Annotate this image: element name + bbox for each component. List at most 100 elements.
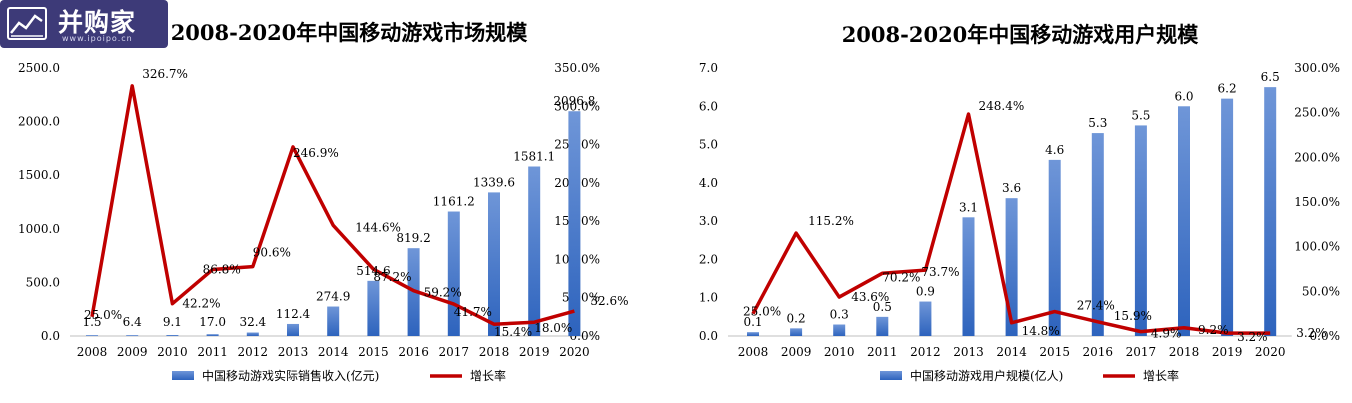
x-tick-label: 2014 <box>996 345 1027 359</box>
growth-rate-label: 4.9% <box>1151 327 1182 341</box>
growth-rate-label: 9.2% <box>1198 323 1229 337</box>
x-tick-label: 2015 <box>358 345 389 359</box>
bar-value-label: 3.6 <box>1002 181 1021 195</box>
x-tick-label: 2012 <box>238 345 269 359</box>
bar-value-label: 2096.8 <box>553 94 595 108</box>
growth-rate-label: 41.7% <box>454 305 492 319</box>
y-right-tick-label: 300.0% <box>1294 61 1340 75</box>
x-tick-label: 2017 <box>1126 345 1157 359</box>
bar-2016 <box>1091 133 1104 336</box>
y-left-tick-label: 2.0 <box>699 252 718 266</box>
bar-2012 <box>919 301 932 336</box>
x-tick-label: 2016 <box>398 345 429 359</box>
y-right-tick-label: 50.0% <box>1302 284 1340 298</box>
x-tick-label: 2015 <box>1039 345 1070 359</box>
y-left-tick-label: 4.0 <box>699 176 718 190</box>
growth-rate-label: 18.0% <box>534 321 572 335</box>
bar-2015 <box>367 280 380 336</box>
y-right-tick-label: 0.0% <box>1310 329 1341 343</box>
legend-bar-swatch <box>172 371 194 380</box>
x-tick-label: 2010 <box>157 345 188 359</box>
x-tick-label: 2020 <box>559 345 590 359</box>
growth-rate-label: 3.2% <box>1296 326 1327 340</box>
bar-value-label: 5.5 <box>1131 108 1150 122</box>
legend-bar-swatch <box>880 371 902 380</box>
chart-title: 2008-2020年中国移动游戏市场规模 <box>171 20 529 45</box>
bar-2011 <box>876 316 889 336</box>
x-tick-label: 2013 <box>953 345 984 359</box>
growth-rate-label: 90.6% <box>253 246 291 260</box>
growth-rate-label: 73.7% <box>921 265 959 279</box>
growth-rate-label: 86.8% <box>203 263 241 277</box>
bar-2019 <box>1221 98 1234 336</box>
legend-bar-label: 中国移动游戏用户规模(亿人) <box>910 368 1063 383</box>
bar-2009 <box>790 328 803 336</box>
x-tick-label: 2011 <box>197 345 228 359</box>
y-right-tick-label: 100.0% <box>1294 240 1340 254</box>
bar-value-label: 819.2 <box>396 231 430 245</box>
growth-rate-label: 326.7% <box>142 67 188 81</box>
bar-2008 <box>86 335 98 336</box>
y-right-tick-label: 150.0% <box>1294 195 1340 209</box>
bar-2012 <box>246 332 259 336</box>
bar-2013 <box>287 323 299 336</box>
bar-value-label: 0.3 <box>830 308 849 322</box>
bar-value-label: 6.5 <box>1261 70 1280 84</box>
bar-2008 <box>747 332 759 336</box>
bar-value-label: 514.6 <box>356 264 390 278</box>
growth-rate-label: 14.8% <box>1022 324 1060 338</box>
bar-value-label: 0.9 <box>916 285 935 299</box>
growth-rate-label: 25.0% <box>84 308 122 322</box>
bar-value-label: 4.6 <box>1045 143 1064 157</box>
bar-value-label: 9.1 <box>163 315 182 329</box>
bar-2018 <box>488 192 500 336</box>
bar-2019 <box>528 166 541 336</box>
growth-rate-label: 32.6% <box>590 294 628 308</box>
growth-rate-label: 59.2% <box>424 286 462 300</box>
x-tick-label: 2011 <box>867 345 898 359</box>
bar-2011 <box>206 334 219 336</box>
growth-rate-label: 27.4% <box>1077 299 1115 313</box>
bar-value-label: 0.5 <box>873 300 892 314</box>
x-tick-label: 2009 <box>117 345 148 359</box>
bar-2017 <box>1134 125 1147 336</box>
x-tick-label: 2019 <box>519 345 550 359</box>
bar-value-label: 0.2 <box>787 311 806 325</box>
y-left-tick-label: 5.0 <box>699 138 718 152</box>
growth-rate-label: 144.6% <box>355 220 401 234</box>
y-left-tick-label: 6.0 <box>699 99 718 113</box>
growth-rate-label: 43.6% <box>851 290 889 304</box>
bar-2015 <box>1048 159 1061 336</box>
y-left-tick-label: 0.0 <box>699 329 718 343</box>
y-right-tick-label: 300.0% <box>554 99 600 113</box>
y-right-tick-label: 200.0% <box>1294 150 1340 164</box>
x-tick-label: 2009 <box>781 345 812 359</box>
growth-rate-label: 115.2% <box>808 214 854 228</box>
x-tick-label: 2020 <box>1255 345 1286 359</box>
y-left-tick-label: 500.0 <box>26 275 60 289</box>
y-left-tick-label: 7.0 <box>699 61 718 75</box>
bar-value-label: 1581.1 <box>513 150 555 164</box>
watermark-name: 并购家 <box>58 8 137 37</box>
legend-line-label: 增长率 <box>470 368 506 383</box>
bar-value-label: 6.4 <box>123 315 142 329</box>
watermark-logo: 并购家 www.ipoipo.cn <box>0 0 168 48</box>
bar-value-label: 17.0 <box>199 315 226 329</box>
growth-rate-line <box>90 84 575 326</box>
y-left-tick-label: 1000.0 <box>18 222 60 236</box>
x-tick-label: 2014 <box>318 345 349 359</box>
bar-2009 <box>126 335 139 336</box>
y-left-tick-label: 0.0 <box>41 329 60 343</box>
bar-value-label: 0.1 <box>743 315 762 329</box>
growth-rate-line <box>751 112 1271 335</box>
bar-2020 <box>568 111 581 336</box>
growth-rate-label: 87.2% <box>373 270 411 284</box>
legend-bar-label: 中国移动游戏实际销售收入(亿元) <box>202 368 379 383</box>
x-tick-label: 2008 <box>77 345 108 359</box>
bar-2013 <box>962 217 975 336</box>
growth-rate-label: 248.4% <box>979 99 1025 113</box>
y-right-tick-label: 350.0% <box>554 61 600 75</box>
chart-title: 2008-2020年中国移动游戏用户规模 <box>842 22 1200 47</box>
y-left-tick-label: 2000.0 <box>18 115 60 129</box>
y-right-tick-label: 250.0% <box>1294 106 1340 120</box>
